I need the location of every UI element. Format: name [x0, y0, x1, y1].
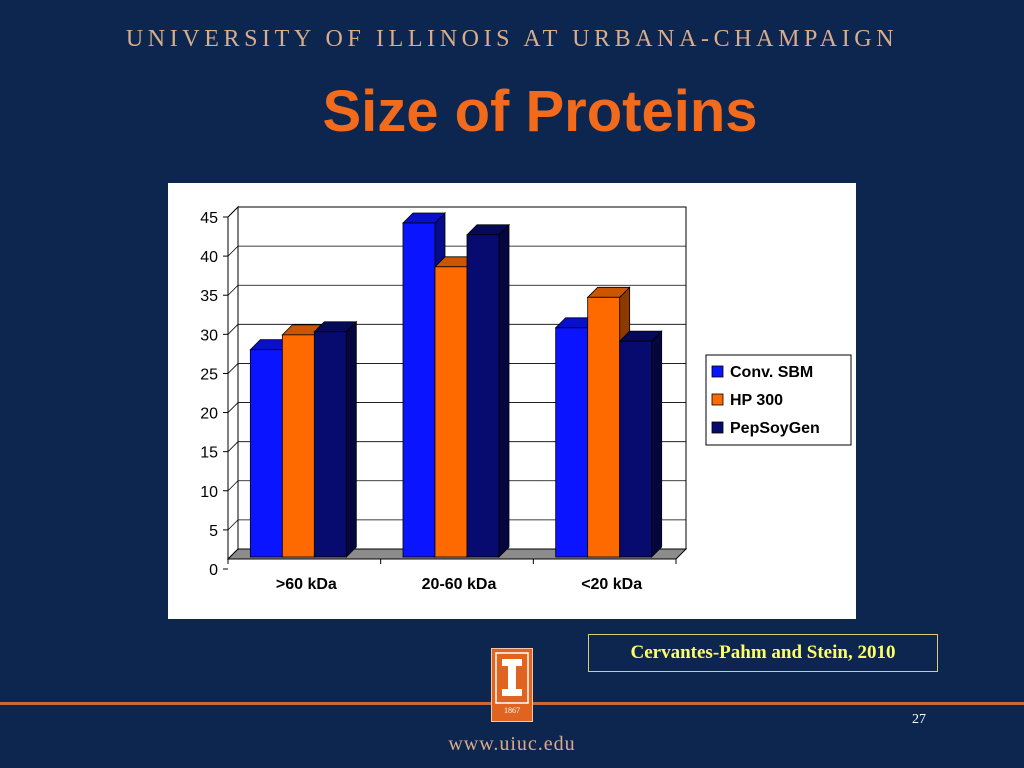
- legend-label: PepSoyGen: [730, 420, 820, 437]
- y-tick-label: 45: [200, 210, 218, 227]
- y-tick-label: 40: [200, 249, 218, 266]
- y-tick-label: 25: [200, 366, 218, 383]
- gridline-side: [227, 519, 239, 531]
- bar-pepsoygen: [313, 331, 347, 558]
- x-category-label: <20 kDa: [581, 576, 642, 593]
- y-tick-label: 15: [200, 445, 218, 462]
- y-tick-label: 10: [200, 484, 218, 501]
- bar-pepsoygen: [619, 340, 653, 558]
- block-i-icon: 1867: [495, 652, 529, 715]
- legend-label: Conv. SBM: [730, 364, 813, 381]
- gridline-side: [227, 206, 239, 218]
- gridline-side: [227, 480, 239, 492]
- page-number: 27: [912, 712, 926, 727]
- bar-conv-sbm: [249, 349, 283, 558]
- gridline-side: [227, 284, 239, 296]
- university-logo: 1867: [491, 648, 533, 722]
- footer-url: www.uiuc.edu: [448, 733, 576, 755]
- chart-panel: 0 5 10 15 20 25 30 35 40 45 >60 kDa 20-60 kDa <20 kD…: [168, 183, 856, 619]
- y-tick-label: 0: [209, 562, 218, 579]
- plot-side-wall: [227, 205, 239, 561]
- university-banner: UNIVERSITY OF ILLINOIS AT URBANA-CHAMPAI…: [125, 26, 899, 52]
- gridline-side: [227, 245, 239, 257]
- x-category-label: 20-60 kDa: [422, 576, 497, 593]
- legend-label: HP 300: [730, 392, 783, 409]
- gridline-side: [227, 441, 239, 452]
- slide-title: Size of Proteins: [322, 79, 758, 144]
- legend-swatch: [711, 365, 724, 378]
- gridline-side: [227, 402, 239, 413]
- bar-side: [345, 320, 357, 558]
- y-tick-label: 30: [200, 327, 218, 344]
- legend-swatch: [711, 421, 724, 434]
- bar-pepsoygen: [466, 234, 500, 558]
- y-tick-label: 35: [200, 288, 218, 305]
- bar-chart: 0 5 10 15 20 25 30 35 40 45 >60 kDa 20-60 kDa <20 kD…: [200, 205, 852, 593]
- legend-swatch: [711, 393, 724, 406]
- bar-hp-300: [281, 334, 315, 558]
- bar-side: [651, 330, 663, 558]
- legend-box: [705, 354, 852, 446]
- citation-box: Cervantes-Pahm and Stein, 2010: [588, 634, 938, 672]
- gridline-side: [227, 324, 239, 335]
- bar-hp-300: [434, 266, 468, 558]
- gridline-side: [227, 363, 239, 374]
- bar-side: [498, 223, 510, 558]
- y-tick-label: 5: [209, 523, 218, 540]
- x-category-label: >60 kDa: [276, 576, 337, 593]
- bar-conv-sbm: [402, 222, 436, 558]
- logo-year: 1867: [504, 706, 520, 715]
- y-tick-label: 20: [200, 406, 218, 423]
- bar-conv-sbm: [555, 327, 589, 558]
- bar-hp-300: [587, 296, 621, 558]
